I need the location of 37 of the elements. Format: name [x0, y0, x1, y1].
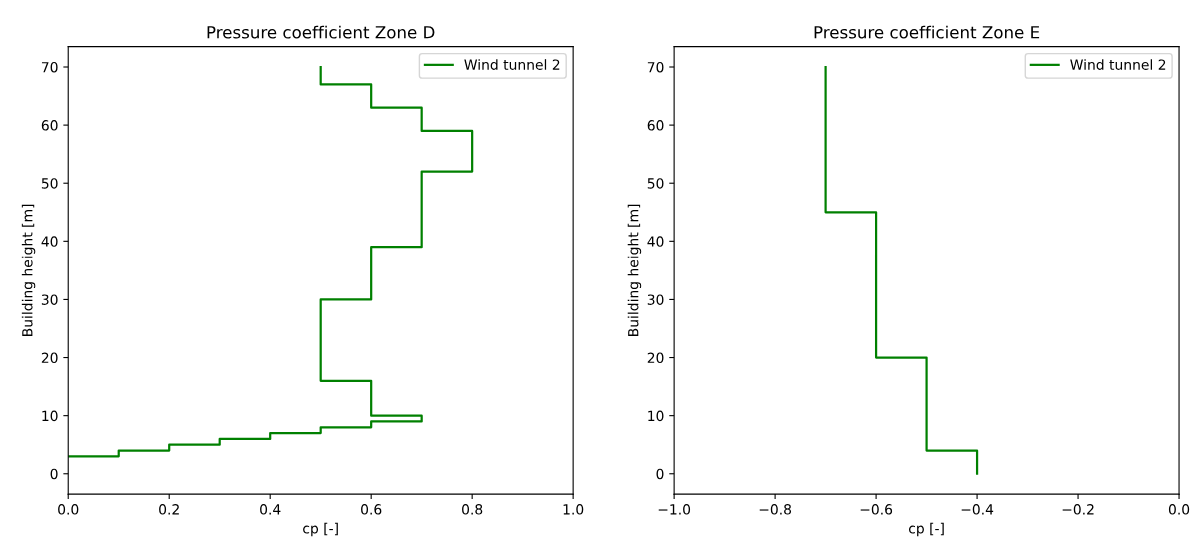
x-tick-label: −1.0 [658, 504, 691, 515]
y-tick-label: 70 [647, 61, 664, 73]
x-tick-label: −0.6 [860, 504, 893, 515]
y-tick-label: 20 [647, 352, 664, 364]
x-tick-label: 0.4 [260, 504, 281, 515]
y-tick-label: 30 [41, 294, 58, 305]
y-tick-label: 40 [647, 236, 664, 247]
line-series [824, 65, 979, 475]
y-tick-label: 50 [647, 178, 664, 189]
x-tick-label: −0.8 [759, 504, 792, 515]
y-tick-label: 40 [41, 236, 58, 247]
x-tick-label: −0.2 [1062, 504, 1094, 515]
x-tick-label: 0.6 [361, 504, 382, 515]
legend-label: Wind tunnel 2 [1070, 59, 1166, 70]
x-axis-title: cp [-] [303, 522, 338, 537]
x-tick-label: 0.2 [159, 504, 179, 515]
chart-title: Pressure coefficient Zone E [814, 25, 1040, 39]
x-axis-title: cp [-] [908, 522, 944, 537]
x-tick-label: 0.8 [462, 504, 483, 515]
y-tick-label: 30 [647, 294, 664, 305]
y-tick-label: 70 [41, 61, 58, 73]
x-tick-label: 0.0 [58, 504, 79, 515]
y-tick-label: 0 [50, 468, 58, 480]
y-tick-label: 60 [647, 120, 664, 131]
y-axis-title: Building height [m] [627, 204, 642, 336]
legend-label: Wind tunnel 2 [464, 59, 560, 70]
y-tick-label: 60 [41, 120, 58, 131]
y-tick-label: 0 [656, 468, 664, 480]
chart-title: Pressure coefficient Zone D [207, 25, 435, 39]
y-tick-label: 50 [41, 178, 58, 189]
x-tick-label: 0.0 [1168, 504, 1190, 515]
y-tick-label: 10 [648, 410, 664, 422]
x-tick-label: −0.4 [961, 504, 994, 515]
y-axis-title: Building height [m] [21, 204, 36, 336]
x-tick-label: 1.0 [563, 504, 584, 515]
y-tick-label: 20 [41, 352, 58, 364]
y-tick-label: 10 [42, 410, 58, 422]
